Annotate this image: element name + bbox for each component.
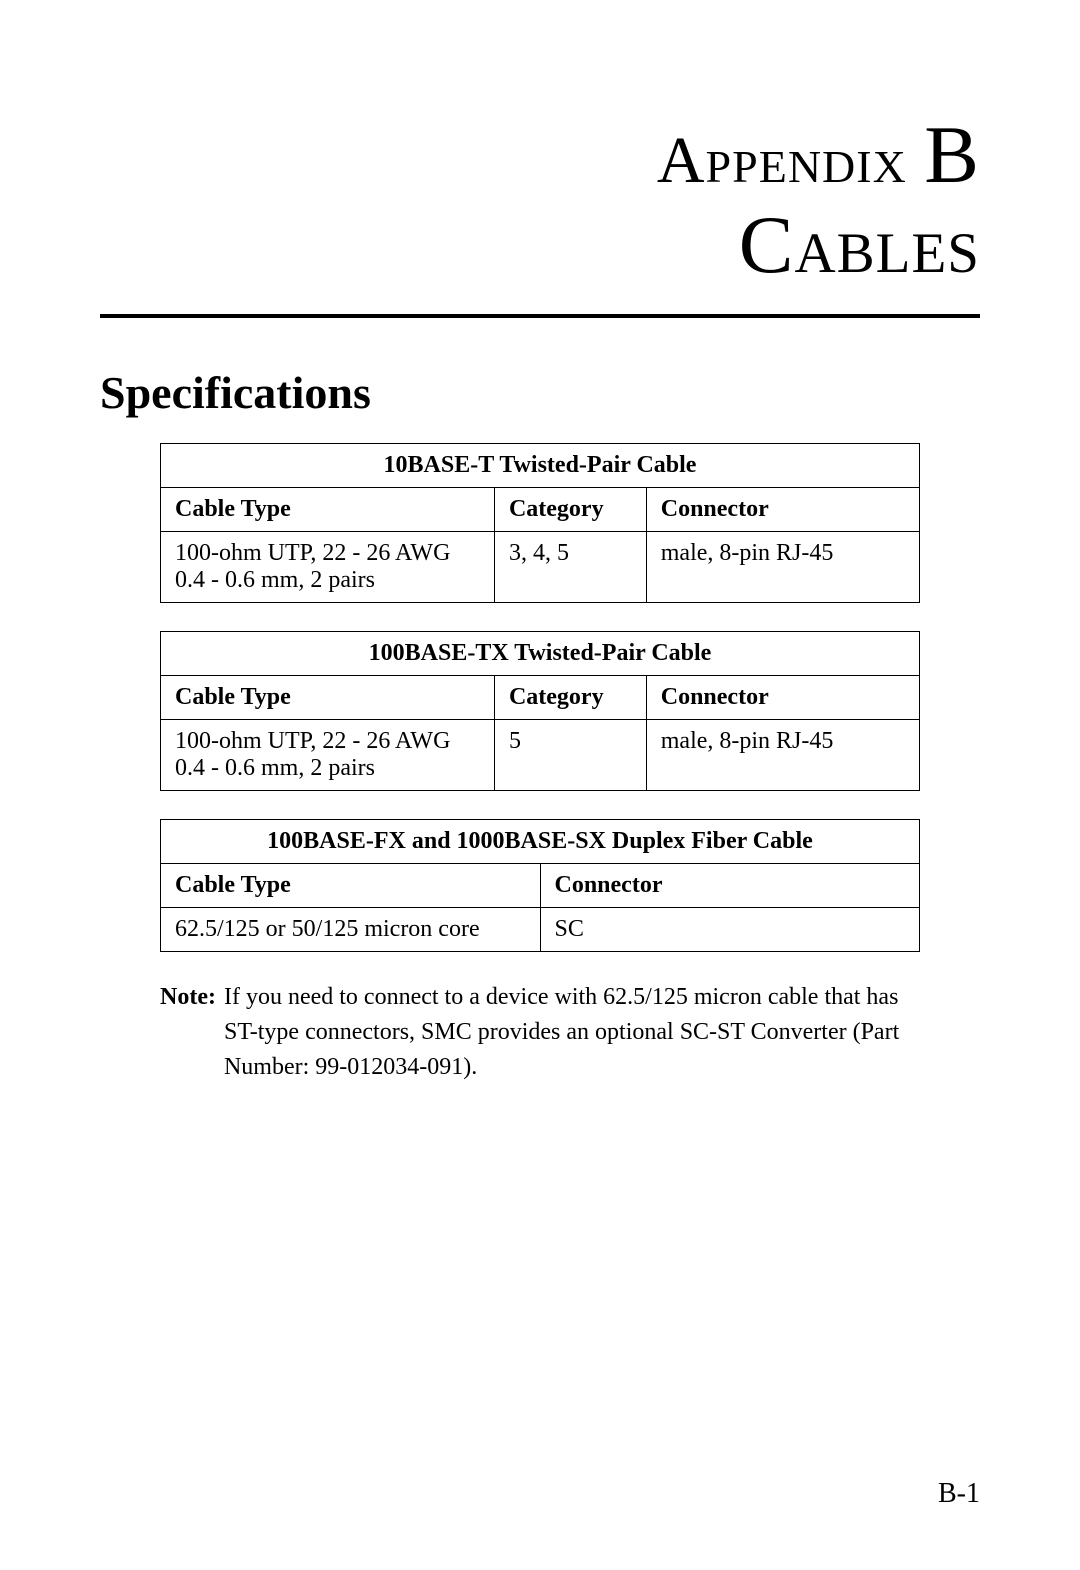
table-row: Cable Type Category Connector <box>161 676 920 720</box>
title-rule <box>100 314 980 318</box>
title-letter-b: B <box>924 109 980 200</box>
col-header-connector: Connector <box>540 864 920 908</box>
cell-connector: male, 8-pin RJ-45 <box>646 720 919 791</box>
cell-line: 100-ohm UTP, 22 - 26 AWG <box>175 728 450 754</box>
cell-cable-type: 62.5/125 or 50/125 micron core <box>161 908 541 952</box>
cell-connector: male, 8-pin RJ-45 <box>646 532 919 603</box>
cell-connector: SC <box>540 908 920 952</box>
cell-line: 100-ohm UTP, 22 - 26 AWG <box>175 540 450 566</box>
table-row: Cable Type Category Connector <box>161 488 920 532</box>
cell-cable-type: 100-ohm UTP, 22 - 26 AWG 0.4 - 0.6 mm, 2… <box>161 720 495 791</box>
table-row: Cable Type Connector <box>161 864 920 908</box>
table-10base-t: 10BASE-T Twisted-Pair Cable Cable Type C… <box>160 443 920 603</box>
col-header-cable-type: Cable Type <box>161 864 541 908</box>
cell-category: 5 <box>494 720 646 791</box>
note-label: Note: <box>160 980 216 1084</box>
table-row: 100BASE-TX Twisted-Pair Cable <box>161 632 920 676</box>
cell-line: 0.4 - 0.6 mm, 2 pairs <box>175 567 480 594</box>
col-header-category: Category <box>494 488 646 532</box>
document-page: Appendix B Cables Specifications 10BASE-… <box>0 0 1080 1570</box>
col-header-connector: Connector <box>646 676 919 720</box>
table-row: 100BASE-FX and 1000BASE-SX Duplex Fiber … <box>161 820 920 864</box>
table-fiber: 100BASE-FX and 1000BASE-SX Duplex Fiber … <box>160 819 920 952</box>
spec-tables: 10BASE-T Twisted-Pair Cable Cable Type C… <box>160 443 920 952</box>
col-header-category: Category <box>494 676 646 720</box>
cell-cable-type: 100-ohm UTP, 22 - 26 AWG 0.4 - 0.6 mm, 2… <box>161 532 495 603</box>
cell-line: 0.4 - 0.6 mm, 2 pairs <box>175 755 480 782</box>
title-line-1: Appendix B <box>100 110 980 200</box>
title-word-cables: Cables <box>739 199 980 290</box>
note-block: Note: If you need to connect to a device… <box>160 980 920 1084</box>
note-text: If you need to connect to a device with … <box>224 980 920 1084</box>
table-title: 100BASE-TX Twisted-Pair Cable <box>161 632 920 676</box>
col-header-cable-type: Cable Type <box>161 488 495 532</box>
table-title: 10BASE-T Twisted-Pair Cable <box>161 444 920 488</box>
table-title: 100BASE-FX and 1000BASE-SX Duplex Fiber … <box>161 820 920 864</box>
table-row: 100-ohm UTP, 22 - 26 AWG 0.4 - 0.6 mm, 2… <box>161 720 920 791</box>
table-100base-tx: 100BASE-TX Twisted-Pair Cable Cable Type… <box>160 631 920 791</box>
table-row: 10BASE-T Twisted-Pair Cable <box>161 444 920 488</box>
section-heading-specifications: Specifications <box>100 366 980 419</box>
appendix-title: Appendix B Cables <box>100 110 980 290</box>
table-row: 100-ohm UTP, 22 - 26 AWG 0.4 - 0.6 mm, 2… <box>161 532 920 603</box>
col-header-connector: Connector <box>646 488 919 532</box>
col-header-cable-type: Cable Type <box>161 676 495 720</box>
title-line-2: Cables <box>100 200 980 290</box>
title-word-appendix: Appendix <box>657 124 907 197</box>
page-number: B-1 <box>938 1478 980 1510</box>
table-row: 62.5/125 or 50/125 micron core SC <box>161 908 920 952</box>
cell-category: 3, 4, 5 <box>494 532 646 603</box>
